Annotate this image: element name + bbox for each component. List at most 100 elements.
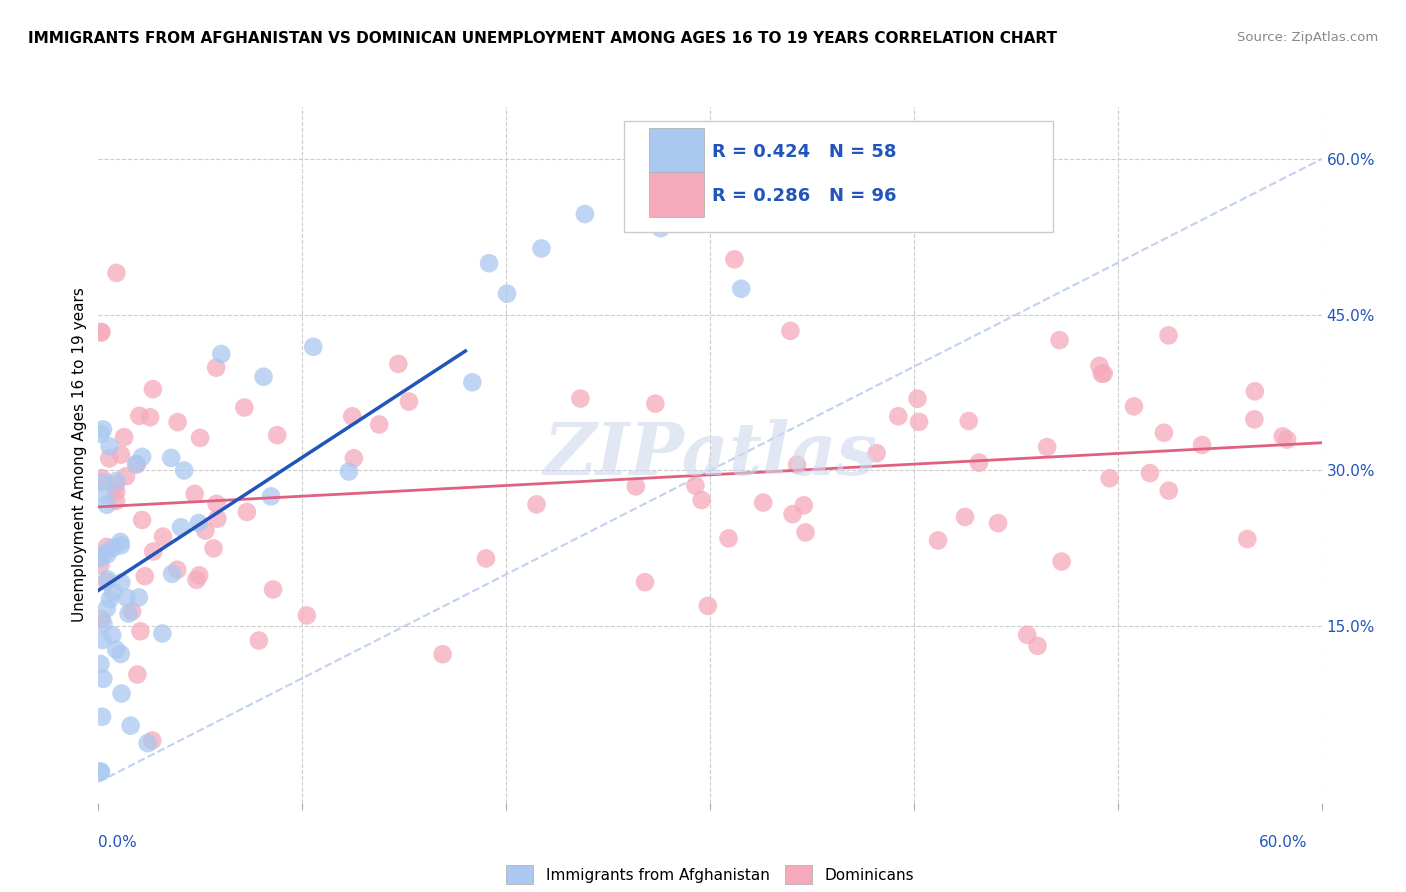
Point xyxy=(173,463,195,477)
Point xyxy=(104,478,127,492)
Point xyxy=(793,498,815,512)
Point xyxy=(907,392,929,406)
Point xyxy=(110,686,132,700)
Point xyxy=(89,657,111,671)
Point xyxy=(120,719,142,733)
Point xyxy=(295,608,318,623)
Point xyxy=(136,736,159,750)
Point xyxy=(432,647,454,661)
Point xyxy=(101,541,124,555)
Point xyxy=(1157,328,1180,343)
Point xyxy=(233,401,256,415)
Point xyxy=(188,568,211,582)
Point xyxy=(650,221,672,235)
Point xyxy=(160,450,183,465)
Point xyxy=(782,507,804,521)
Point xyxy=(194,524,217,538)
Point xyxy=(115,591,138,605)
Point xyxy=(1049,333,1071,347)
Point xyxy=(91,709,114,723)
Point xyxy=(717,532,740,546)
Point xyxy=(786,458,808,472)
Text: 0.0%: 0.0% xyxy=(98,836,138,850)
Point xyxy=(125,457,148,471)
Point xyxy=(343,451,366,466)
Point xyxy=(89,558,111,573)
Point xyxy=(685,478,707,492)
Point xyxy=(188,431,211,445)
Point xyxy=(139,410,162,425)
Point xyxy=(461,376,484,390)
Point xyxy=(110,448,132,462)
Point xyxy=(96,498,118,512)
Point xyxy=(387,357,409,371)
Point xyxy=(110,535,132,549)
Point xyxy=(98,439,121,453)
Point xyxy=(105,474,128,488)
Point xyxy=(186,573,208,587)
Point xyxy=(1275,433,1298,447)
Point xyxy=(478,256,501,270)
Point xyxy=(1091,367,1114,381)
Point xyxy=(112,430,135,444)
Point xyxy=(207,512,229,526)
Point xyxy=(957,414,980,428)
Point xyxy=(1098,471,1121,485)
Point xyxy=(91,422,114,436)
Point xyxy=(110,538,132,552)
Point xyxy=(927,533,949,548)
Point xyxy=(1092,367,1115,381)
Point xyxy=(1139,466,1161,480)
Point xyxy=(530,242,553,256)
Point xyxy=(152,530,174,544)
Point xyxy=(103,585,125,599)
Point xyxy=(337,465,360,479)
Text: R = 0.424   N = 58: R = 0.424 N = 58 xyxy=(713,144,897,161)
Point xyxy=(887,409,910,424)
Point xyxy=(91,475,114,490)
Point xyxy=(987,516,1010,530)
Text: IMMIGRANTS FROM AFGHANISTAN VS DOMINICAN UNEMPLOYMENT AMONG AGES 16 TO 19 YEARS : IMMIGRANTS FROM AFGHANISTAN VS DOMINICAN… xyxy=(28,31,1057,46)
Point xyxy=(205,497,228,511)
Point xyxy=(723,252,745,267)
Point xyxy=(1243,412,1265,426)
Point xyxy=(342,409,364,424)
Point xyxy=(690,493,713,508)
Y-axis label: Unemployment Among Ages 16 to 19 years: Unemployment Among Ages 16 to 19 years xyxy=(72,287,87,623)
Point xyxy=(780,167,803,181)
FancyBboxPatch shape xyxy=(650,128,704,173)
Point xyxy=(475,551,498,566)
Point xyxy=(98,591,121,606)
Point xyxy=(368,417,391,432)
Point xyxy=(142,544,165,558)
Point xyxy=(127,667,149,681)
Point xyxy=(202,541,225,556)
Point xyxy=(761,152,783,166)
Point xyxy=(752,495,775,509)
Point xyxy=(496,286,519,301)
Point xyxy=(93,547,115,561)
Point xyxy=(96,601,118,615)
Point xyxy=(128,591,150,605)
Point xyxy=(262,582,284,597)
Point xyxy=(125,458,148,472)
Point xyxy=(115,469,138,483)
Point xyxy=(141,733,163,747)
Point xyxy=(183,487,205,501)
Point xyxy=(1153,425,1175,440)
Point xyxy=(150,626,173,640)
Point xyxy=(574,207,596,221)
Point xyxy=(1271,429,1294,443)
Point xyxy=(96,540,118,554)
Point xyxy=(779,324,801,338)
Point xyxy=(740,175,762,189)
Point xyxy=(730,282,752,296)
Point xyxy=(96,548,118,562)
Point xyxy=(90,325,112,339)
Point xyxy=(644,397,666,411)
Point xyxy=(89,426,111,441)
Point xyxy=(128,409,150,423)
Point xyxy=(93,487,115,501)
Point xyxy=(1017,628,1039,642)
Legend: Immigrants from Afghanistan, Dominicans: Immigrants from Afghanistan, Dominicans xyxy=(499,859,921,890)
